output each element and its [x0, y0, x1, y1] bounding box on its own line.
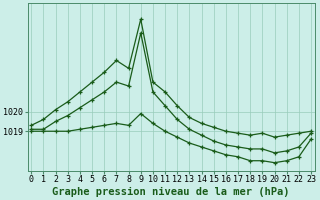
X-axis label: Graphe pression niveau de la mer (hPa): Graphe pression niveau de la mer (hPa) [52, 186, 290, 197]
